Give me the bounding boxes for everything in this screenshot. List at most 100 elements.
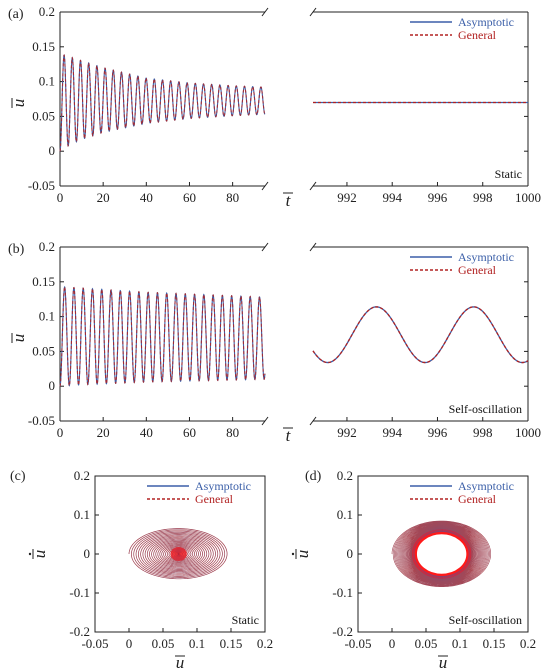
d-annotation: Self-oscillation: [449, 613, 522, 627]
axis-label-u-text: u: [30, 550, 49, 559]
axis-label-u: u: [9, 98, 28, 108]
b-right-series-general: [312, 306, 529, 364]
c-xtick-label: 0.15: [220, 636, 243, 651]
a-right-xtick-label: 992: [337, 190, 357, 205]
d-xtick-label: 0.1: [452, 636, 468, 651]
a-right-xtick-label: 1000: [515, 190, 541, 205]
c-annotation: Static: [232, 613, 259, 627]
b-right-break-mark-top: [309, 242, 317, 252]
d-trajectory: [391, 520, 491, 588]
b-right-xtick-label: 1000: [515, 425, 541, 440]
a-left-ytick-label: 0.2: [39, 4, 55, 19]
c-ytick-label: 0.1: [74, 507, 90, 522]
b-right-xtick-label: 996: [428, 425, 448, 440]
a-left-break-mark-top: [261, 7, 269, 17]
c-legend-label-asymptotic: Asymptotic: [195, 479, 251, 493]
b-right-break-mark-bottom: [309, 416, 317, 426]
b-left-ytick-label: 0.1: [39, 309, 55, 324]
c-ytick-label: 0.2: [74, 468, 90, 483]
b-left-xtick-label: 0: [57, 425, 64, 440]
c-xtick-label: 0: [126, 636, 133, 651]
b-left-ytick-label: 0: [49, 378, 56, 393]
d-xtick-label: 0: [389, 636, 396, 651]
a-right-xlabel: t: [286, 191, 292, 210]
axis-label-u: u: [291, 549, 312, 559]
axis-label-u: u: [175, 653, 185, 671]
c-ytick-label: -0.2: [69, 624, 90, 639]
axis-label-u-text: u: [439, 653, 448, 671]
b-left-panel-label: (b): [8, 242, 25, 257]
a-left-ytick-label: 0.15: [32, 39, 55, 54]
a-left-ytick-label: 0.1: [39, 74, 55, 89]
b-right-annotation: Self-oscillation: [449, 402, 522, 416]
a-right-break-mark-top: [309, 7, 317, 17]
c-panel-label: (c): [10, 469, 26, 484]
d-ytick-label: 0: [347, 546, 354, 561]
d-ytick-label: -0.1: [332, 585, 353, 600]
b-left-axes: [59, 242, 269, 426]
d-ytick-label: 0.2: [337, 468, 353, 483]
a-left-ytick-label: 0.05: [32, 108, 55, 123]
a-left-ytick-label: -0.05: [28, 178, 55, 193]
a-left-ytick-label: 0: [49, 143, 56, 158]
a-right-xtick-label: 994: [382, 190, 402, 205]
axis-label-u-text: u: [9, 99, 28, 108]
d-legend-label-general: General: [458, 492, 497, 506]
axis-label-u-text: u: [9, 334, 28, 343]
b-right-series-asymptotic: [312, 306, 529, 364]
axis-label-u-dot: [28, 552, 32, 556]
c-legend-label-general: General: [195, 492, 234, 506]
a-right-axes: [309, 7, 529, 191]
axis-label-u: u: [9, 333, 28, 343]
b-right-xtick-label: 992: [337, 425, 357, 440]
c-xtick-label: 0.1: [189, 636, 205, 651]
b-right-legend-label-asymptotic: Asymptotic: [458, 250, 514, 264]
b-left-break-mark-top: [261, 242, 269, 252]
d-xtick-label: 0.2: [520, 636, 536, 651]
b-right-xtick-label: 998: [473, 425, 493, 440]
d-limit-cycle: [411, 529, 472, 579]
a-left-panel-label: (a): [8, 7, 24, 22]
c-xtick-label: 0.05: [152, 636, 175, 651]
d-series-asymptotic: [391, 520, 491, 587]
b-right-legend-label-general: General: [458, 263, 497, 277]
a-left-xtick-label: 0: [57, 190, 64, 205]
a-right-annotation: Static: [495, 167, 522, 181]
a-left-xtick-label: 40: [140, 190, 153, 205]
a-left-series-general: [59, 54, 266, 152]
a-left-xtick-label: 20: [97, 190, 110, 205]
b-left-xtick-label: 40: [140, 425, 153, 440]
b-left-ytick-label: 0.2: [39, 239, 55, 254]
axis-label-u-text: u: [176, 653, 185, 671]
b-left-xtick-label: 80: [226, 425, 239, 440]
axis-label-u-dot: [291, 552, 295, 556]
b-left-series-general: [59, 285, 266, 387]
d-legend-label-asymptotic: Asymptotic: [458, 479, 514, 493]
b-left-xtick-label: 20: [97, 425, 110, 440]
b-left-xtick-label: 60: [183, 425, 196, 440]
a-right-xtick-label: 998: [473, 190, 493, 205]
d-xtick-label: 0.05: [415, 636, 438, 651]
c-trajectory: [128, 528, 228, 580]
b-right-xlabel: t: [286, 426, 292, 445]
b-left-break-mark-bottom: [261, 416, 269, 426]
c-xtick-label: 0.2: [257, 636, 273, 651]
c-xtick-label: -0.05: [81, 636, 108, 651]
b-right-xtick-label: 994: [382, 425, 402, 440]
b-left-ytick-label: 0.05: [32, 343, 55, 358]
b-right-axes: [309, 242, 529, 426]
axis-label-u: u: [438, 653, 448, 671]
axis-label-u-text: u: [293, 550, 312, 559]
d-xtick-label: -0.05: [344, 636, 371, 651]
a-right-xtick-label: 996: [428, 190, 448, 205]
a-left-axes: [59, 7, 269, 191]
a-right-legend-label-general: General: [458, 28, 497, 42]
d-ytick-label: 0.1: [337, 507, 353, 522]
a-left-xtick-label: 60: [183, 190, 196, 205]
c-ytick-label: -0.1: [69, 585, 90, 600]
